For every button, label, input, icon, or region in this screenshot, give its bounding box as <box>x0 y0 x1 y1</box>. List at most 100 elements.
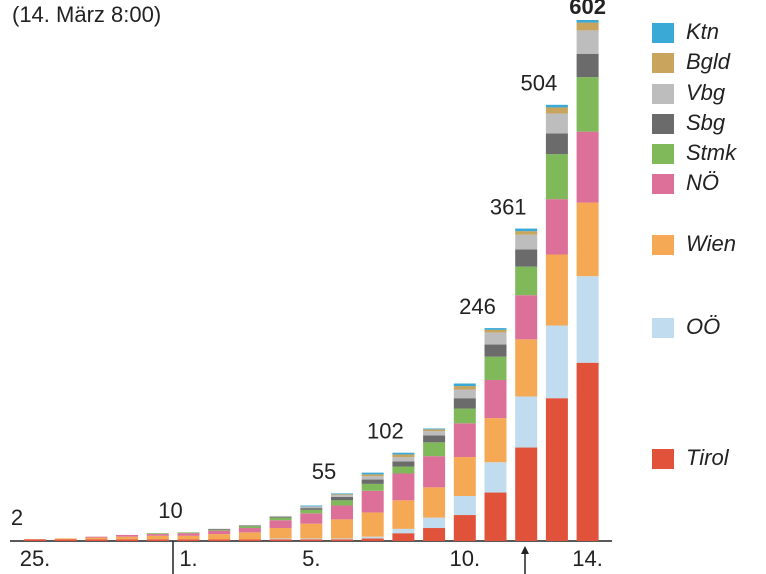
legend-label: OÖ <box>686 314 720 339</box>
bar-segment <box>238 526 261 529</box>
bar-segment <box>238 525 261 527</box>
bar-segment <box>545 107 568 114</box>
x-tick-label: 25. <box>20 546 51 571</box>
bar-segment <box>177 532 200 534</box>
bar-segment <box>545 154 568 200</box>
bar-segment <box>392 533 415 541</box>
bar-segment <box>331 505 353 520</box>
bar-segment <box>576 30 599 54</box>
bar-segment <box>545 199 568 255</box>
bar-segment <box>300 508 323 510</box>
x-tick-label: 5. <box>302 546 320 571</box>
bar-segment <box>146 535 169 540</box>
bar-segment <box>177 533 200 536</box>
bar-segment <box>331 539 353 541</box>
bar-segment <box>85 539 108 541</box>
bar-segment <box>392 452 415 455</box>
bar-segment <box>238 539 261 541</box>
bar-segment <box>392 528 415 534</box>
bar-segment <box>238 532 261 540</box>
bar-segment <box>361 474 384 477</box>
legend-swatch <box>652 174 674 194</box>
bar-segment <box>392 466 415 474</box>
bar-segment <box>453 495 476 516</box>
bar-segment <box>484 462 507 493</box>
x-tick-label: 10. <box>450 546 481 571</box>
arrow-head <box>521 546 529 554</box>
bar-segment <box>54 539 77 541</box>
bar-segment <box>423 435 446 443</box>
bar-segment <box>331 538 353 540</box>
bar-segment <box>269 539 292 541</box>
bar-segment <box>392 457 415 462</box>
bar-segment <box>85 537 108 540</box>
bar-segment <box>515 228 538 232</box>
bar-segment <box>576 131 599 203</box>
bar-segment <box>300 538 323 540</box>
bar-segment <box>392 500 415 529</box>
legend-label: NÖ <box>686 170 719 195</box>
bar-segment <box>392 461 415 467</box>
bar-segment <box>515 266 538 296</box>
bar-segment <box>515 339 538 397</box>
bar-segment <box>484 328 507 330</box>
bar-segment <box>146 533 169 535</box>
bar-segment <box>576 202 599 277</box>
legend-swatch <box>652 114 674 134</box>
bar-segment <box>453 389 476 399</box>
bar-segment <box>545 113 568 134</box>
x-tick-label: 14. <box>572 546 603 571</box>
bar-segment <box>361 483 384 491</box>
bar-segment <box>269 516 292 518</box>
bar-segment <box>85 536 108 538</box>
legend-swatch <box>652 235 674 255</box>
bar-segment <box>545 398 568 541</box>
bar-segment <box>484 344 507 357</box>
bar-segment <box>146 534 169 536</box>
x-tick-label: 1. <box>179 546 197 571</box>
total-label: 102 <box>367 419 404 444</box>
bar-segment <box>423 442 446 457</box>
legend-label: Vbg <box>686 80 726 105</box>
bar-segment <box>300 523 323 539</box>
bar-segment <box>484 332 507 345</box>
bar-segment <box>423 456 446 488</box>
bar-segment <box>576 22 599 31</box>
bar-segment <box>423 428 446 430</box>
legend-swatch <box>652 23 674 43</box>
bar-segment <box>361 536 384 539</box>
bar-segment <box>361 476 384 480</box>
bar-segment <box>576 77 599 132</box>
total-label: 10 <box>158 498 182 523</box>
bar-segment <box>361 472 384 475</box>
bar-segment <box>331 496 353 501</box>
bar-segment <box>54 538 77 540</box>
bar-segment <box>453 515 476 541</box>
bar-segment <box>24 539 46 541</box>
bar-segment <box>269 515 292 517</box>
bar-segment <box>484 329 507 333</box>
bar-segment <box>208 530 231 535</box>
bar-segment <box>453 423 476 458</box>
legend-label: Bgld <box>686 49 731 74</box>
bar-segment <box>269 517 292 521</box>
bar-segment <box>515 295 538 340</box>
bar-segment <box>484 418 507 463</box>
chart-title: (14. März 8:00) <box>12 2 161 27</box>
legend-label: Stmk <box>686 140 737 165</box>
bar-segment <box>361 479 384 484</box>
bar-segment <box>208 529 231 531</box>
legend-swatch <box>652 144 674 164</box>
bar-segment <box>300 539 323 541</box>
total-label: 55 <box>312 459 336 484</box>
bar-segment <box>116 534 139 537</box>
bar-segment <box>331 519 353 539</box>
bar-segment <box>300 505 323 507</box>
bar-segment <box>423 431 446 436</box>
bar-segment <box>177 539 200 541</box>
bar-segment <box>300 509 323 514</box>
legend-label: Ktn <box>686 19 719 44</box>
legend-label: Sbg <box>686 110 726 135</box>
bar-segment <box>423 487 446 518</box>
